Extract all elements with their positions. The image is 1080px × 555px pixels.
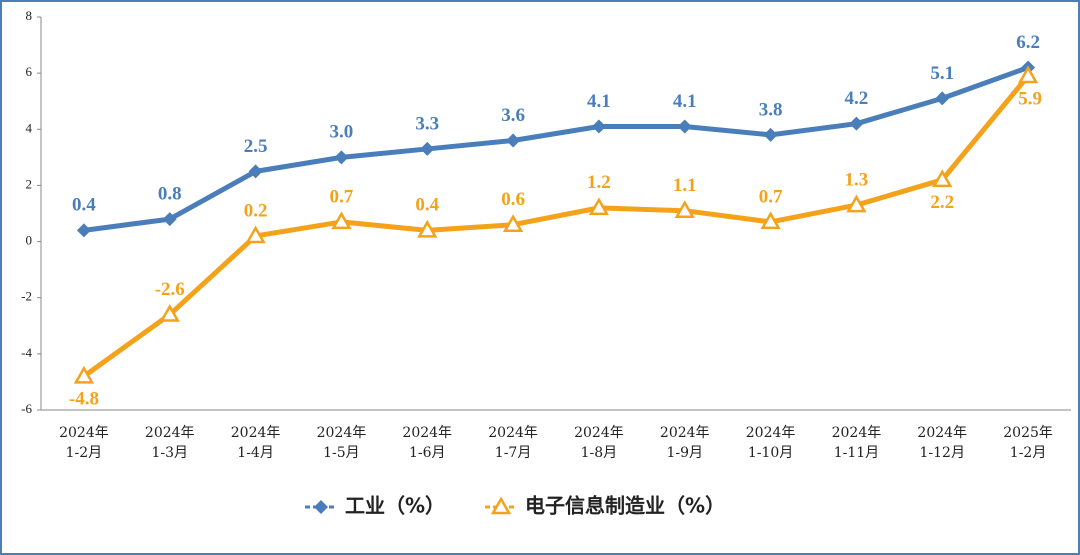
value-label: 0.7	[330, 186, 354, 207]
y-tick-label: 4	[26, 120, 33, 135]
value-label: 5.9	[1018, 88, 1042, 109]
x-tick-label: 2024年	[832, 425, 882, 441]
point	[159, 304, 180, 322]
value-label: 3.3	[415, 113, 439, 134]
value-label: 0.8	[158, 183, 182, 204]
value-label: 3.0	[330, 122, 354, 143]
point	[331, 211, 352, 230]
series-line	[82, 74, 1031, 379]
x-tick-label: 2024年	[402, 425, 452, 441]
value-label: 5.1	[930, 63, 954, 84]
point	[162, 212, 177, 227]
value-label: 2.5	[244, 136, 268, 157]
x-tick-label: 1-2月	[1010, 445, 1047, 461]
point	[506, 133, 521, 148]
legend-label: 电子信息制造业（%）	[525, 494, 725, 518]
value-label: 6.2	[1016, 32, 1040, 53]
x-tick-label: 2024年	[145, 425, 195, 441]
point	[73, 365, 95, 384]
value-label: 4.2	[845, 88, 869, 109]
point	[245, 225, 266, 244]
y-tick-label: -2	[21, 289, 32, 304]
y-tick-label: 2	[26, 176, 33, 191]
x-tick-label: 2024年	[660, 425, 710, 441]
x-tick-label: 1-6月	[409, 445, 446, 461]
point	[932, 169, 953, 188]
point	[760, 211, 781, 230]
x-tick-label: 2024年	[574, 425, 624, 441]
legend-marker	[314, 500, 328, 514]
x-tick-label: 1-12月	[920, 445, 965, 461]
x-tick-label: 2024年	[59, 425, 109, 441]
value-label: 0.6	[501, 189, 525, 210]
point	[76, 223, 91, 238]
value-label: 0.4	[72, 195, 96, 216]
value-label: 1.2	[587, 172, 611, 193]
value-label: 4.1	[673, 91, 697, 112]
x-tick-label: 1-3月	[151, 445, 188, 461]
x-tick-label: 2024年	[917, 425, 967, 441]
point	[417, 219, 438, 238]
legend-marker	[490, 496, 512, 515]
point	[248, 164, 263, 179]
value-label: 3.6	[501, 105, 525, 126]
point	[588, 197, 610, 216]
x-tick-label: 1-8月	[581, 445, 618, 461]
x-tick-label: 2024年	[746, 425, 796, 441]
value-label: 0.4	[415, 195, 439, 216]
point	[763, 127, 778, 142]
point	[420, 141, 435, 156]
x-tick-label: 1-10月	[748, 445, 793, 461]
value-label: 4.1	[587, 91, 611, 112]
point	[935, 91, 950, 106]
x-tick-label: 2024年	[231, 425, 281, 441]
x-tick-label: 1-11月	[834, 445, 879, 461]
legend-label: 工业（%）	[345, 494, 445, 518]
value-label: -4.8	[69, 389, 99, 410]
x-tick-label: 2025年	[1003, 425, 1053, 441]
point	[849, 116, 864, 131]
x-tick-label: 2024年	[488, 425, 538, 441]
value-label: -2.6	[155, 279, 185, 300]
value-label: 1.3	[845, 169, 869, 190]
point	[591, 119, 606, 134]
x-tick-label: 1-4月	[237, 445, 274, 461]
x-tick-label: 1-9月	[666, 445, 703, 461]
x-tick-label: 2024年	[317, 425, 367, 441]
value-label: 1.1	[673, 175, 697, 196]
x-tick-label: 1-5月	[323, 445, 360, 461]
value-label: 3.8	[759, 99, 783, 120]
y-tick-label: 6	[26, 64, 33, 79]
point	[846, 194, 867, 213]
value-label: 0.2	[244, 200, 268, 221]
y-tick-label: -6	[21, 401, 32, 416]
point	[677, 119, 692, 134]
y-tick-label: 0	[26, 233, 33, 248]
y-tick-label: 8	[26, 8, 33, 23]
value-label: 2.2	[930, 192, 954, 213]
x-tick-label: 1-7月	[495, 445, 532, 461]
series-line	[83, 65, 1029, 233]
value-label: 0.7	[759, 186, 783, 207]
point	[1017, 65, 1039, 84]
point	[502, 214, 524, 232]
x-tick-label: 1-2月	[66, 445, 103, 461]
point	[334, 150, 349, 165]
point	[674, 200, 695, 218]
y-tick-label: -4	[21, 345, 32, 360]
